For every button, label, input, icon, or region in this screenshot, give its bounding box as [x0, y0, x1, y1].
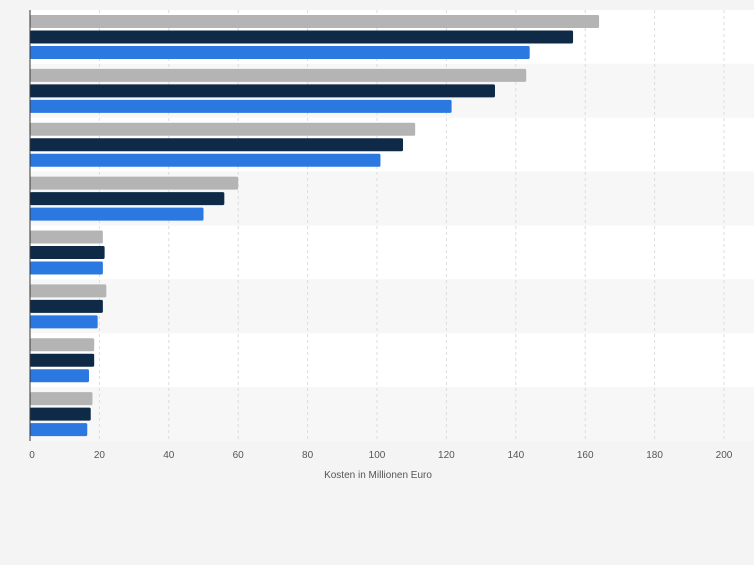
- bar: [30, 423, 88, 437]
- category-band: [30, 225, 754, 280]
- bar: [30, 176, 239, 190]
- bar: [30, 153, 381, 167]
- bar: [30, 299, 103, 313]
- bar: [30, 99, 452, 113]
- x-tick-label: 160: [577, 450, 594, 461]
- bar: [30, 138, 404, 152]
- bar: [30, 122, 416, 136]
- x-tick-label: 120: [438, 450, 455, 461]
- bar: [30, 30, 574, 44]
- bar: [30, 68, 527, 82]
- bar: [30, 207, 204, 221]
- bar: [30, 84, 495, 98]
- x-tick-label: 60: [233, 450, 245, 461]
- x-axis-label: Kosten in Millionen Euro: [324, 470, 432, 481]
- x-tick-label: 0: [29, 450, 35, 461]
- x-tick-label: 40: [163, 450, 175, 461]
- bar: [30, 315, 98, 329]
- bar: [30, 284, 107, 298]
- x-tick-label: 140: [507, 450, 524, 461]
- bar: [30, 407, 91, 421]
- x-tick-label: 80: [302, 450, 314, 461]
- bar: [30, 261, 103, 275]
- bar: [30, 15, 600, 28]
- category-band: [30, 333, 754, 388]
- category-band: [30, 279, 754, 334]
- x-tick-label: 20: [94, 450, 106, 461]
- x-tick-label: 200: [716, 450, 733, 461]
- category-band: [30, 387, 754, 441]
- x-tick-label: 100: [369, 450, 386, 461]
- bar: [30, 46, 530, 59]
- bar: [30, 230, 103, 244]
- bar: [30, 246, 105, 259]
- bar: [30, 338, 95, 352]
- bar: [30, 192, 225, 206]
- bar: [30, 353, 95, 367]
- bar: [30, 392, 93, 406]
- bar: [30, 369, 89, 383]
- x-tick-label: 180: [646, 450, 663, 461]
